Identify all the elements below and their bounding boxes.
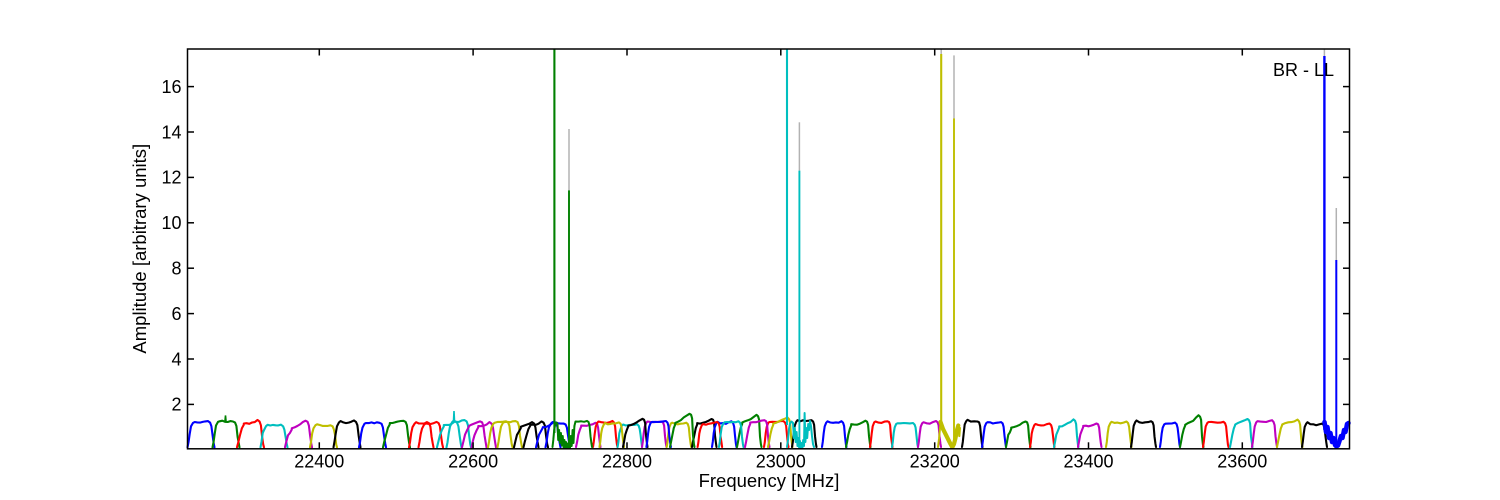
svg-text:12: 12 <box>161 168 181 188</box>
svg-text:23000: 23000 <box>756 452 806 472</box>
svg-text:22600: 22600 <box>448 452 498 472</box>
svg-text:Frequency [MHz]: Frequency [MHz] <box>699 470 840 491</box>
svg-text:14: 14 <box>161 122 181 142</box>
svg-text:23600: 23600 <box>1217 452 1267 472</box>
svg-text:6: 6 <box>171 304 181 324</box>
svg-text:10: 10 <box>161 213 181 233</box>
svg-text:Amplitude [arbitrary units]: Amplitude [arbitrary units] <box>129 144 150 354</box>
svg-text:4: 4 <box>171 349 181 369</box>
svg-text:8: 8 <box>171 259 181 279</box>
svg-text:16: 16 <box>161 77 181 97</box>
svg-text:22800: 22800 <box>602 452 652 472</box>
svg-text:BR - LL: BR - LL <box>1273 60 1334 80</box>
svg-text:2: 2 <box>171 395 181 415</box>
svg-text:23400: 23400 <box>1063 452 1113 472</box>
svg-text:22400: 22400 <box>294 452 344 472</box>
svg-text:23200: 23200 <box>910 452 960 472</box>
